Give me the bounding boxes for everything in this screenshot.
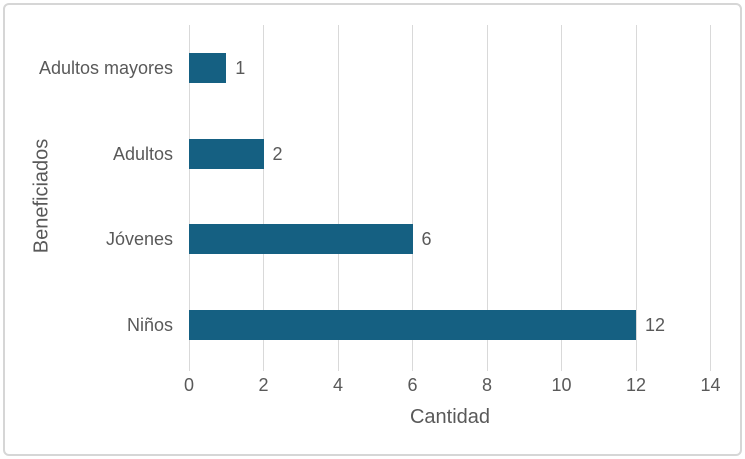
chart-frame [3, 3, 742, 456]
x-tick-label: 2 [258, 375, 269, 395]
gridline-x-2 [263, 25, 264, 371]
gridline-x-10 [561, 25, 562, 371]
x-tick-label: 8 [481, 375, 492, 395]
value-label: 6 [421, 229, 432, 250]
x-tick-label: 14 [700, 375, 721, 395]
bar-3 [189, 224, 413, 255]
gridline-x-0 [188, 25, 190, 371]
gridline-x-6 [412, 25, 413, 371]
bar-2 [189, 138, 264, 169]
x-axis-title: Cantidad [409, 406, 491, 428]
gridline-x-8 [486, 25, 488, 371]
gridline-x-14 [710, 25, 711, 371]
category-label: Niños [126, 315, 173, 336]
bar-1 [189, 52, 227, 83]
x-tick-label: 6 [407, 375, 418, 395]
y-axis-title-text: Beneficiados [30, 138, 53, 254]
category-label: Adultos mayores [38, 57, 173, 78]
x-tick-label: 4 [332, 375, 343, 395]
gridline-x-12 [635, 25, 637, 371]
x-tick-label: 10 [551, 375, 572, 395]
category-label: Adultos [112, 143, 173, 164]
value-label: 1 [235, 57, 246, 78]
value-label: 12 [645, 315, 666, 336]
x-tick-label: 12 [625, 375, 647, 395]
category-label: Jóvenes [105, 229, 173, 250]
bar-4 [189, 310, 636, 341]
x-tick-label: 0 [183, 375, 194, 395]
value-label: 2 [272, 143, 283, 164]
gridline-x-4 [337, 25, 339, 371]
